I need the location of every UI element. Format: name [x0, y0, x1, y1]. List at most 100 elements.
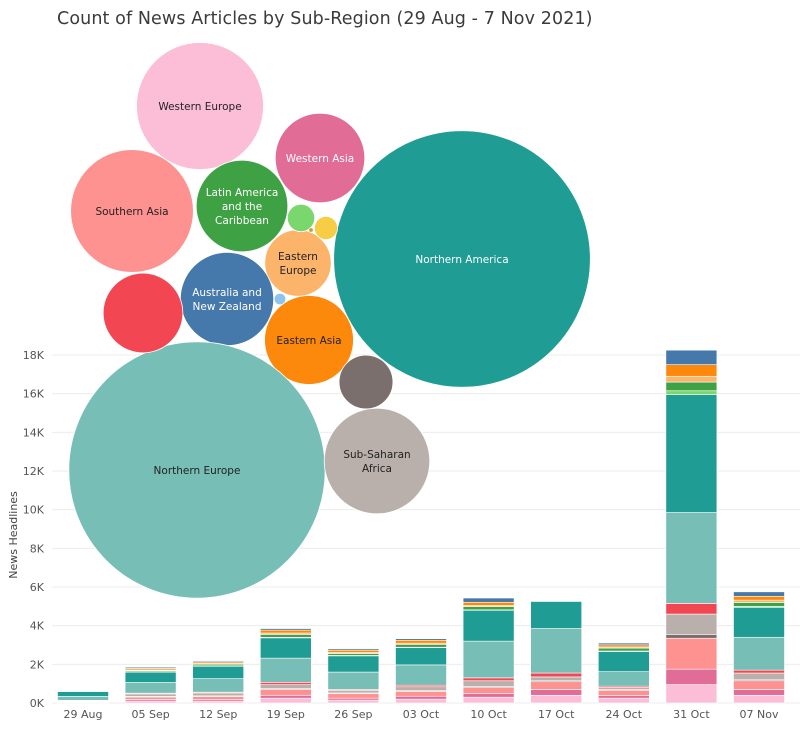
bubble-polynesia	[308, 227, 314, 233]
bar-segment	[259, 637, 312, 659]
bar-segment	[530, 689, 583, 696]
bar-segment	[530, 672, 583, 678]
bubble-label: and the	[222, 201, 262, 213]
bar-stack	[597, 642, 650, 704]
bar-segment	[192, 678, 244, 693]
bar-segment	[665, 512, 718, 604]
y-axis-label: News Headlines	[7, 491, 20, 579]
x-tick-label: 29 Aug	[64, 708, 103, 721]
bubble-circle	[313, 215, 338, 240]
bar-segment	[530, 681, 583, 690]
bar-segment	[124, 693, 177, 697]
bubble-eastern-europe: Eastern Europe	[264, 229, 332, 297]
bubble-circle	[274, 112, 366, 204]
bar-segment	[327, 649, 380, 653]
bubble-label: Eastern Asia	[276, 335, 341, 347]
bar-segment	[530, 676, 583, 682]
bar-stack	[462, 597, 515, 704]
bubble-circle	[136, 42, 264, 170]
bubble-circle	[264, 229, 332, 297]
bubble-western-europe: Western Europe	[136, 42, 264, 170]
x-tick-label: 26 Sep	[334, 708, 372, 721]
bubble-central-asia	[338, 354, 394, 410]
bubble-label: Western Europe	[158, 101, 241, 113]
bar-segment	[192, 665, 244, 679]
bar-segment	[733, 595, 785, 601]
bar-stack	[395, 638, 447, 704]
bar-segment	[665, 684, 718, 704]
bar-segment	[733, 636, 785, 671]
bubble-circle	[333, 130, 591, 388]
bubble-australia-nz: Australia and New Zealand	[179, 251, 275, 347]
bar-segment	[259, 629, 312, 634]
bar-segment	[124, 666, 177, 669]
bar-segment	[124, 682, 177, 694]
bar-segment	[57, 689, 109, 691]
y-tick-label: 4K	[30, 620, 45, 633]
bar-segment	[57, 696, 109, 701]
bubble-label: Africa	[362, 463, 392, 475]
bar-segment	[462, 677, 515, 682]
bar-segment	[462, 696, 515, 704]
bar-stack	[665, 349, 718, 704]
chart-title: Count of News Articles by Sub-Region (29…	[57, 9, 593, 29]
bar-stack	[192, 660, 244, 704]
y-tick-label: 0K	[30, 697, 45, 710]
bar-segment	[530, 628, 583, 674]
bubble-eastern-asia: Eastern Asia	[264, 295, 354, 385]
bar-segment	[395, 638, 447, 641]
y-tick-label: 10K	[23, 504, 45, 517]
bar-segment	[733, 694, 785, 704]
bubble-latin-america: Latin America and the Caribbean	[195, 159, 289, 253]
bar-segment	[462, 606, 515, 611]
bubble-circle	[102, 272, 184, 354]
bar-segment	[327, 648, 380, 651]
bar-segment	[327, 690, 380, 694]
bar-segment	[665, 637, 718, 670]
bubble-label: Southern Asia	[95, 206, 168, 218]
bar-segment	[462, 609, 515, 642]
bar-segment	[462, 640, 515, 679]
y-tick-label: 12K	[23, 465, 45, 478]
bar-segment	[733, 606, 785, 638]
bubble-chart: Western Europe Western Asia Southern Asia L…	[68, 42, 591, 599]
bar-segment	[395, 639, 447, 644]
x-axis: 29 Aug 05 Sep 12 Sep 19 Sep 26 Sep 03 Oct 10 O…	[64, 708, 779, 721]
bar-segment	[665, 668, 718, 685]
bubble-label: Europe	[280, 265, 317, 277]
stacked-bars	[57, 349, 785, 704]
bar-segment	[665, 394, 718, 513]
bar-segment	[192, 692, 244, 697]
bar-segment	[530, 694, 583, 704]
bar-segment	[462, 693, 515, 698]
bar-segment	[395, 698, 447, 704]
bubble-label: Latin America	[206, 187, 279, 199]
bubble-label: New Zealand	[193, 301, 262, 313]
y-tick-label: 14K	[23, 426, 45, 439]
bar-segment	[395, 664, 447, 686]
bar-segment	[192, 696, 244, 700]
bubble-label: Eastern	[278, 251, 318, 263]
bar-segment	[395, 691, 447, 697]
x-tick-label: 10 Oct	[470, 708, 507, 721]
bar-segment	[597, 689, 650, 696]
bar-segment	[597, 697, 650, 704]
bar-segment	[733, 599, 785, 603]
bar-segment	[259, 697, 312, 704]
bar-segment	[733, 689, 785, 696]
bubble-circle	[323, 407, 431, 515]
bubble-circle	[70, 149, 194, 273]
bar-stack	[733, 591, 785, 704]
bubble-circle	[273, 292, 287, 306]
bar-segment	[597, 651, 650, 672]
bar-segment	[597, 647, 650, 652]
bar-stack	[124, 666, 177, 704]
x-tick-label: 07 Nov	[740, 708, 779, 721]
bubble-label: Western Asia	[286, 153, 354, 165]
bar-segment	[665, 603, 718, 615]
bar-segment	[124, 671, 177, 683]
bar-segment	[395, 686, 447, 691]
bar-segment	[57, 690, 109, 697]
bar-segment	[530, 601, 583, 629]
